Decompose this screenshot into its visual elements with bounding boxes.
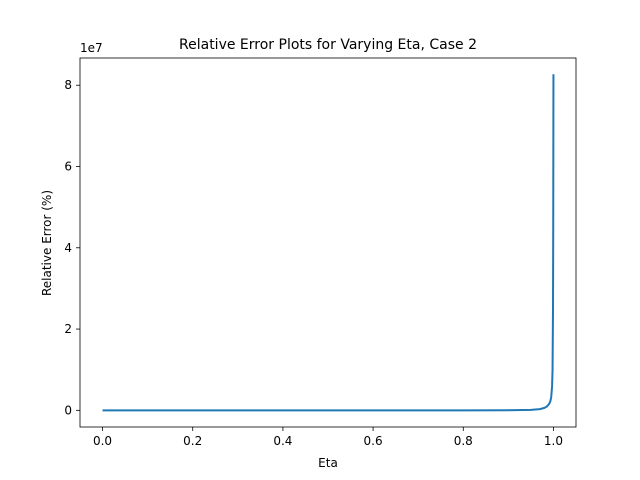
x-tick-label: 0.4 <box>273 434 292 448</box>
x-tick-label: 1.0 <box>544 434 563 448</box>
series-line-0 <box>102 74 555 412</box>
plot-area <box>79 57 577 428</box>
y-axis-ticks: 0 2 4 6 8 <box>64 78 80 417</box>
x-tick-label: 0.6 <box>364 434 383 448</box>
x-tick-label: 0.0 <box>93 434 112 448</box>
y-tick-label: 6 <box>64 160 72 174</box>
x-tick-label: 0.2 <box>183 434 202 448</box>
x-axis-label: Eta <box>318 456 338 470</box>
y-tick-label: 2 <box>64 322 72 336</box>
y-tick-label: 8 <box>64 78 72 92</box>
y-tick-label: 4 <box>64 241 72 255</box>
x-tick-label: 0.8 <box>454 434 473 448</box>
axes-frame <box>79 57 577 428</box>
x-axis-ticks: 0.0 0.2 0.4 0.6 0.8 1.0 <box>93 427 563 448</box>
y-tick-label: 0 <box>64 403 72 417</box>
chart-title: Relative Error Plots for Varying Eta, Ca… <box>179 37 477 53</box>
y-axis-label: Relative Error (%) <box>40 190 54 296</box>
y-axis-offset-label: 1e7 <box>80 41 103 55</box>
